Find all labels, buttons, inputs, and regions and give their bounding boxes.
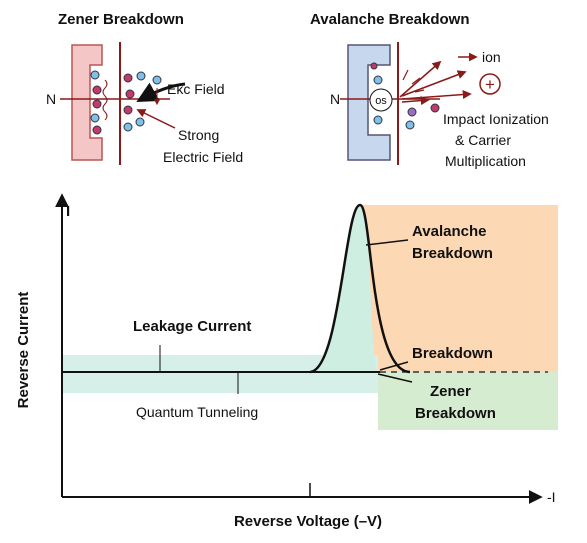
carriers-part [123, 122, 133, 132]
breakdown-label: Breakdown [412, 345, 493, 362]
impact-label: & Carrier [455, 132, 511, 148]
carriers-part [123, 105, 133, 115]
carriers-part [92, 125, 102, 135]
carriers-part [373, 115, 383, 125]
strong-field-label: Strong [178, 127, 219, 143]
leader-line [379, 361, 409, 371]
tunneling-wave [102, 79, 108, 121]
carriers-part [92, 99, 102, 109]
impact-rays [399, 52, 478, 106]
carriers-part [152, 75, 162, 85]
electron-label: os [375, 95, 387, 107]
avalanche-panel: Avalanche Breakdown N os ion + Impact Io… [310, 11, 549, 169]
leakage-label: Leakage Current [133, 318, 251, 335]
carriers-part [407, 107, 417, 117]
carriers-part [430, 103, 440, 113]
field-label: Ekc Field [167, 81, 225, 97]
y-axis-end: I [66, 203, 70, 220]
avalanche-title: Avalanche Breakdown [310, 11, 470, 28]
zener-label: Zener [430, 383, 471, 400]
impact-label: Multiplication [445, 153, 526, 169]
impact-rays-part [401, 96, 430, 106]
burst-ticks [402, 69, 425, 93]
zener-label: Breakdown [415, 405, 496, 422]
carriers-part [90, 113, 100, 123]
zener-panel: Zener Breakdown N Ekc Field Strong Elect… [46, 11, 243, 165]
impact-rays-part [401, 70, 467, 97]
carriers-part [370, 62, 378, 70]
avalanche-label: Breakdown [412, 245, 493, 262]
carriers-part [125, 89, 135, 99]
ion-label: ion [482, 49, 501, 65]
avalanche-label: Avalanche [412, 223, 486, 240]
zener-title: Zener Breakdown [58, 11, 184, 28]
carriers-part [92, 85, 102, 95]
carriers [90, 70, 162, 135]
ion-symbol: + [485, 75, 495, 94]
graph: I -I Reverse Current Reverse Voltage (–V… [15, 193, 558, 530]
peak-fill [310, 205, 378, 372]
breakdown-curve [309, 203, 411, 374]
electron-circle [369, 88, 393, 112]
tunneling-label: Quantum Tunneling [136, 404, 258, 420]
x-axis-label: Reverse Voltage (–V) [234, 513, 382, 530]
impact-rays-part [401, 90, 472, 100]
n-label: N [330, 91, 340, 107]
n-region [347, 44, 391, 161]
impact-label: Impact Ionization [443, 111, 549, 127]
y-axis-label: Reverse Current [15, 292, 32, 409]
carriers-part [90, 70, 100, 80]
x-axis-end: -I [547, 489, 556, 505]
carriers-part [123, 73, 133, 83]
field-arrow [136, 82, 186, 103]
strong-field-arrow [136, 109, 176, 129]
carriers-part [135, 117, 145, 127]
carriers-part [373, 75, 383, 85]
n-label: N [46, 91, 56, 107]
burst-ticks-part [411, 77, 421, 85]
avalanche-region [360, 205, 558, 372]
leader-line [377, 373, 413, 383]
impact-rays-part [399, 60, 442, 98]
ion-circle [479, 73, 501, 95]
burst-ticks-part [402, 69, 409, 81]
leader-line [365, 239, 409, 246]
n-region [71, 44, 103, 161]
carriers [370, 62, 440, 130]
carriers-part [405, 120, 415, 130]
burst-ticks-part [414, 89, 425, 93]
carriers-part [136, 71, 146, 81]
strong-field-label: Electric Field [163, 149, 243, 165]
